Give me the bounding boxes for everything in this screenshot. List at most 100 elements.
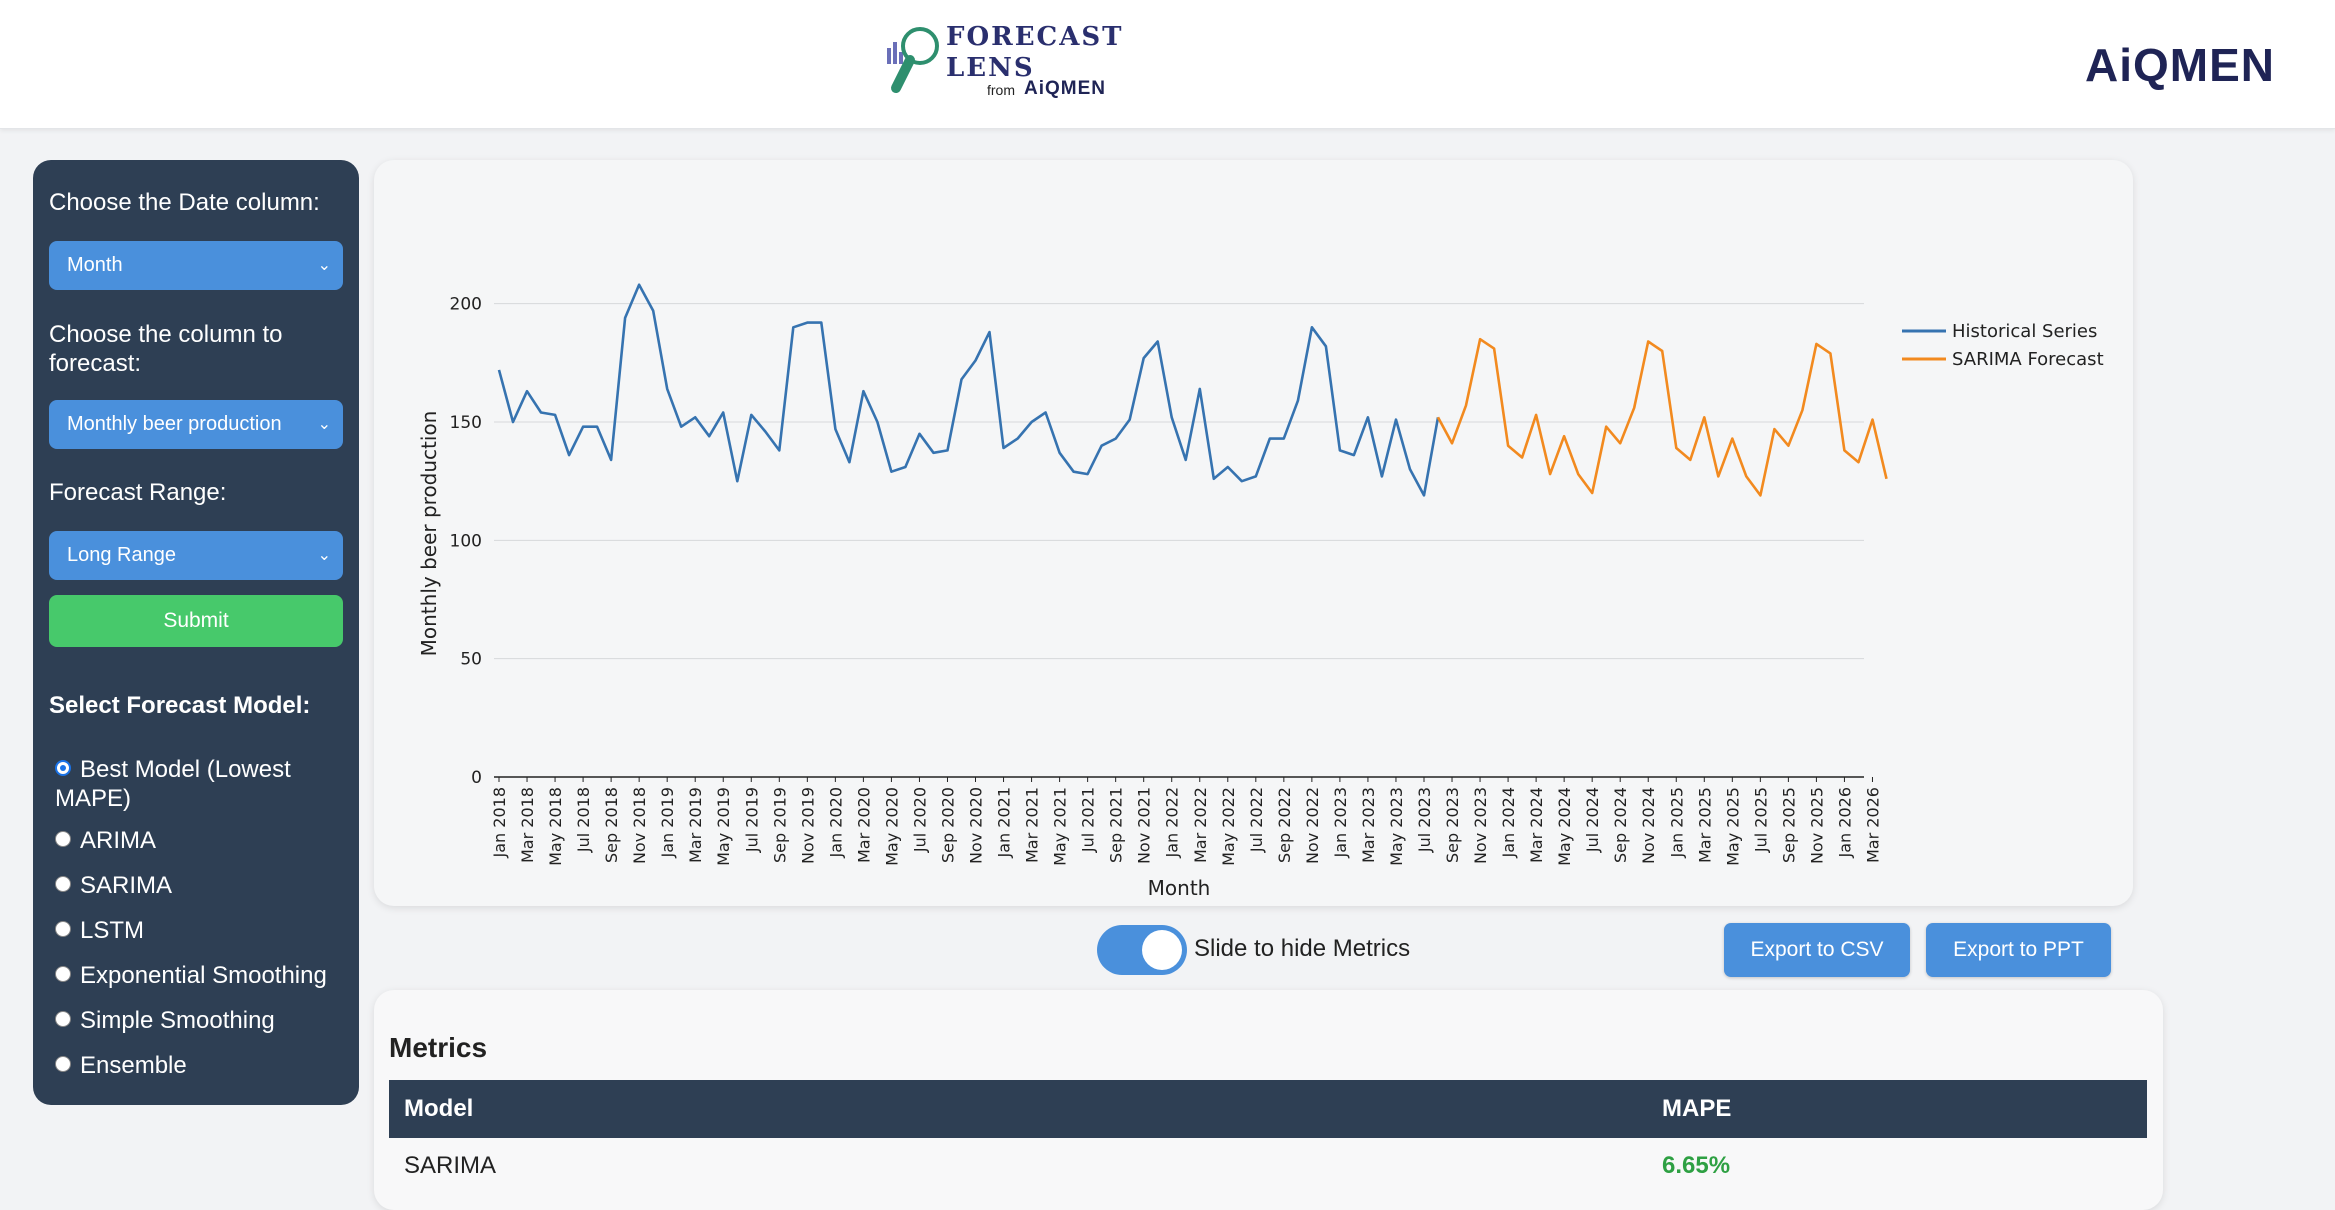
x-tick-label: Nov 2023	[1471, 787, 1490, 864]
radio-button[interactable]	[55, 965, 71, 982]
x-tick-label: May 2018	[546, 787, 565, 866]
legend-label: Historical Series	[1952, 321, 2097, 342]
x-tick-label: Jan 2019	[658, 787, 677, 858]
metrics-card: Metrics Model MAPE SARIMA 6.65%	[374, 990, 2163, 1210]
x-tick-label: Nov 2024	[1639, 787, 1658, 864]
metrics-row-model: SARIMA	[404, 1152, 497, 1179]
x-tick-label: Nov 2021	[1135, 787, 1154, 864]
x-tick-label: Nov 2022	[1303, 787, 1322, 864]
metrics-table-header: Model MAPE	[389, 1080, 2147, 1138]
forecast-range-select[interactable]: Long Range ⌄	[49, 531, 343, 580]
x-tick-label: Sep 2020	[938, 787, 957, 863]
x-tick-label: Sep 2019	[770, 787, 789, 863]
forecast-range-label: Forecast Range:	[49, 479, 227, 506]
export-ppt-button[interactable]: Export to PPT	[1926, 923, 2111, 977]
x-tick-label: Mar 2026	[1863, 787, 1882, 863]
magnifier-chart-icon	[887, 27, 939, 93]
x-tick-label: Sep 2023	[1443, 787, 1462, 863]
legend-label: SARIMA Forecast	[1952, 349, 2104, 370]
x-tick-label: Sep 2024	[1611, 787, 1630, 863]
x-tick-label: Sep 2025	[1779, 787, 1798, 863]
date-column-select[interactable]: Month ⌄	[49, 241, 343, 290]
x-tick-label: May 2020	[882, 787, 901, 866]
y-axis-title: Monthly beer production	[417, 411, 441, 657]
forecast-chart-card: 0 50 100 150 200 Jan 2018 Mar 2018 May 2018 Jul …	[374, 160, 2133, 906]
date-column-label: Choose the Date column:	[49, 189, 320, 216]
radio-button[interactable]	[55, 759, 71, 776]
radio-best-model[interactable]: Best Model (Lowest MAPE)	[55, 756, 291, 812]
x-tick-label: Jul 2022	[1247, 787, 1266, 853]
historical-series-line	[497, 283, 1440, 497]
metrics-row-mape: 6.65%	[1662, 1152, 1731, 1179]
x-tick-label: Nov 2019	[798, 787, 817, 864]
x-tick-label: Jan 2023	[1331, 787, 1350, 858]
aiqmen-logo[interactable]: AiQMEN	[2085, 39, 2275, 91]
chevron-down-icon: ⌄	[317, 547, 331, 564]
x-tick-label: Jul 2019	[742, 787, 761, 853]
x-tick-label: Jan 2022	[1163, 787, 1182, 858]
forecast-lens-logo: FORECAST LENS from AiQMEN	[884, 22, 1124, 104]
radio-ensemble[interactable]: Ensemble	[55, 1051, 355, 1080]
y-tick-label: 100	[450, 531, 482, 551]
x-tick-label: Nov 2020	[967, 787, 986, 864]
y-tick-label: 200	[450, 295, 482, 315]
x-tick-label: Nov 2018	[630, 787, 649, 864]
radio-simple-smoothing[interactable]: Simple Smoothing	[55, 1006, 355, 1035]
model-select-title: Select Forecast Model:	[49, 692, 311, 719]
radio-button[interactable]	[55, 875, 71, 892]
x-tick-label: May 2024	[1555, 787, 1574, 866]
forecast-column-label: Choose the column to forecast:	[49, 321, 283, 377]
forecast-series-line	[1436, 337, 1888, 497]
radio-button[interactable]	[55, 830, 71, 847]
radio-button[interactable]	[55, 920, 71, 937]
x-tick-label: Jan 2018	[490, 787, 509, 858]
y-tick-label: 0	[471, 768, 482, 788]
toggle-knob[interactable]	[1142, 930, 1182, 970]
x-tick-label: Jul 2020	[910, 787, 929, 853]
from-brand: AiQMEN	[1024, 78, 1106, 99]
radio-button[interactable]	[55, 1055, 71, 1072]
x-tick-label: Mar 2024	[1527, 787, 1546, 863]
metrics-toggle[interactable]	[1097, 925, 1187, 975]
x-tick-label: Mar 2021	[1023, 787, 1042, 863]
x-tick-label: Nov 2025	[1807, 787, 1826, 864]
x-tick-label: Sep 2022	[1275, 787, 1294, 863]
app-header: FORECAST LENS from AiQMEN AiQMEN	[0, 0, 2335, 129]
app-title: FORECAST LENS	[946, 22, 1124, 83]
x-tick-label: Sep 2018	[602, 787, 621, 863]
x-tick-label: Jul 2025	[1751, 787, 1770, 853]
radio-button[interactable]	[55, 1010, 71, 1027]
chevron-down-icon: ⌄	[317, 257, 331, 274]
radio-lstm[interactable]: LSTM	[55, 916, 355, 945]
forecast-chart[interactable]: 0 50 100 150 200 Jan 2018 Mar 2018 May 2018 Jul …	[374, 160, 2133, 906]
x-tick-label: May 2021	[1051, 787, 1070, 866]
column-header-mape: MAPE	[1662, 1095, 1732, 1122]
x-tick-label: Jan 2025	[1667, 787, 1686, 858]
x-tick-label: Jul 2023	[1415, 787, 1434, 853]
x-tick-label: Jan 2026	[1835, 787, 1854, 858]
x-tick-label: May 2019	[714, 787, 733, 866]
forecast-column-select[interactable]: Monthly beer production ⌄	[49, 400, 343, 449]
x-tick-label: May 2022	[1219, 787, 1238, 866]
x-tick-label: May 2025	[1723, 787, 1742, 866]
x-tick-label: Jul 2021	[1079, 787, 1098, 853]
x-tick-label: Mar 2020	[854, 787, 873, 863]
x-tick-label: Jan 2024	[1499, 787, 1518, 858]
x-tick-label: Jan 2021	[995, 787, 1014, 858]
x-axis-title: Month	[1148, 876, 1211, 900]
x-tick-label: Mar 2025	[1695, 787, 1714, 863]
from-label: from	[987, 82, 1015, 98]
x-tick-label: Jan 2020	[826, 787, 845, 858]
chevron-down-icon: ⌄	[317, 416, 331, 433]
radio-sarima[interactable]: SARIMA	[55, 871, 355, 900]
x-tick-label: Jul 2018	[574, 787, 593, 853]
submit-button[interactable]: Submit	[49, 595, 343, 647]
x-tick-label: Sep 2021	[1107, 787, 1126, 863]
radio-arima[interactable]: ARIMA	[55, 826, 355, 855]
export-csv-button[interactable]: Export to CSV	[1724, 923, 1910, 977]
metrics-title: Metrics	[389, 1032, 488, 1063]
x-tick-label: May 2023	[1387, 787, 1406, 866]
metrics-toggle-label: Slide to hide Metrics	[1194, 935, 1411, 962]
radio-exponential-smoothing[interactable]: Exponential Smoothing	[55, 961, 355, 990]
y-tick-label: 50	[460, 650, 482, 670]
